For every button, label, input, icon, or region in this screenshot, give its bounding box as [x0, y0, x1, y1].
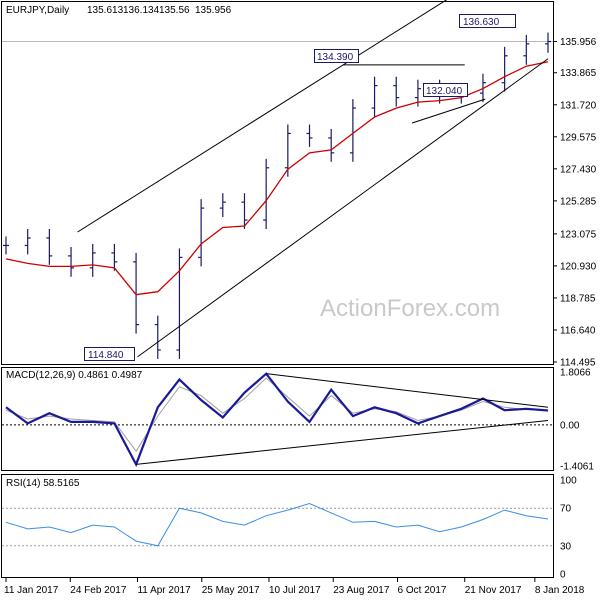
x-tick-label: 10 Jul 2017	[269, 585, 321, 596]
x-tick-label: 11 Apr 2017	[137, 585, 191, 596]
svg-text:114.840: 114.840	[88, 350, 124, 361]
macd-title: MACD(12,26,9) 0.4861 0.4987	[6, 370, 143, 381]
price-y-tick-label: 129.575	[560, 132, 597, 143]
x-tick-label: 24 Feb 2017	[70, 585, 127, 596]
ohlc-close: 135.956	[195, 5, 232, 16]
rsi-y-tick-label: 30	[560, 541, 572, 552]
price-y-tick-label: 120.930	[560, 261, 597, 272]
price-y-tick-label: 133.865	[560, 68, 597, 79]
rsi-y-tick-label: 0	[560, 570, 566, 581]
svg-text:134.390: 134.390	[317, 52, 354, 63]
price-y-tick-label: 116.640	[560, 325, 596, 336]
rsi-line	[5, 502, 549, 547]
macd-y-tick-label: 0.00	[560, 420, 580, 431]
channel-upper-line	[77, 0, 448, 233]
price-y-tick-label: 135.956	[560, 37, 597, 48]
x-tick-label: 8 Jan 2018	[535, 585, 585, 596]
watermark: ActionForex.com	[320, 295, 500, 322]
annotation-mid-low: 132.040	[423, 83, 468, 97]
price-y-tick-label: 118.785	[560, 293, 596, 304]
x-tick-label: 21 Nov 2017	[465, 585, 522, 596]
macd-trend-lower	[136, 419, 549, 465]
x-tick-label: 23 Aug 2017	[333, 585, 390, 596]
ohlc-high: 136.134	[123, 5, 160, 16]
ohlc-open: 135.613	[87, 5, 124, 16]
svg-text:136.630: 136.630	[463, 17, 500, 28]
macd-y-tick-label: 1.8066	[560, 368, 591, 379]
rsi-pane	[1, 474, 554, 578]
price-y-tick-label: 125.285	[560, 196, 597, 207]
rsi-y-tick-label: 100	[560, 476, 577, 487]
macd-line	[5, 372, 549, 468]
price-y-tick-label: 114.495	[560, 358, 596, 369]
x-tick-label: 6 Oct 2017	[398, 585, 447, 596]
annotation-high: 136.630	[459, 14, 516, 28]
price-pane	[1, 1, 554, 365]
ohlc-low: 135.56	[159, 5, 190, 16]
svg-text:132.040: 132.040	[426, 86, 463, 97]
annotation-mid-high: 134.390	[314, 49, 359, 63]
macd-pane	[1, 367, 554, 471]
rsi-title: RSI(14) 58.5165	[6, 478, 80, 489]
rsi-y-tick-label: 70	[560, 504, 572, 515]
macd-trend-upper	[266, 373, 549, 408]
channel-lower-line	[137, 58, 549, 358]
x-tick-label: 11 Jan 2017	[4, 585, 59, 596]
price-title: EURJPY,Daily	[6, 5, 69, 16]
price-y-tick-label: 123.075	[560, 229, 597, 240]
price-y-tick-label: 127.430	[560, 164, 597, 175]
macd-y-tick-label: -1.4061	[560, 462, 594, 473]
price-y-tick-label: 131.720	[560, 100, 597, 111]
support-line	[411, 98, 486, 124]
moving-average-line	[5, 61, 549, 296]
x-tick-label: 25 May 2017	[202, 585, 260, 596]
annotation-low: 114.840	[84, 347, 135, 361]
